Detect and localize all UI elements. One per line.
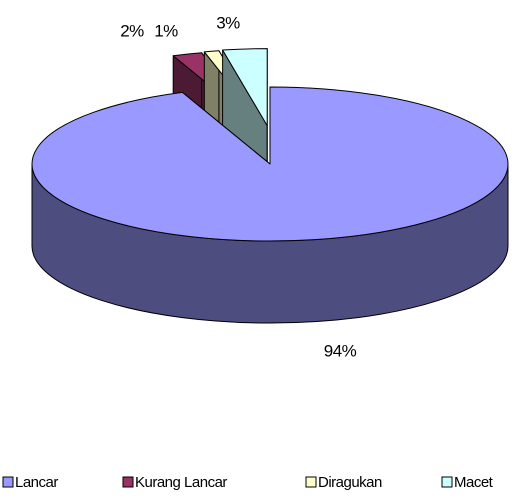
data-label: 1% xyxy=(154,21,178,40)
legend-swatch xyxy=(441,476,453,488)
data-label: 3% xyxy=(216,13,240,32)
legend-label: Kurang Lancar xyxy=(135,474,227,491)
legend-swatch xyxy=(305,476,317,488)
slice xyxy=(31,86,509,242)
legend-label: Lancar xyxy=(15,474,58,491)
legend-swatch xyxy=(2,476,14,488)
data-label: 2% xyxy=(120,21,144,40)
legend-swatch xyxy=(122,476,134,488)
data-label: 94% xyxy=(324,341,357,360)
legend-label: Macet xyxy=(454,474,494,491)
legend-label: Diragukan xyxy=(318,474,382,491)
slice xyxy=(222,48,268,127)
